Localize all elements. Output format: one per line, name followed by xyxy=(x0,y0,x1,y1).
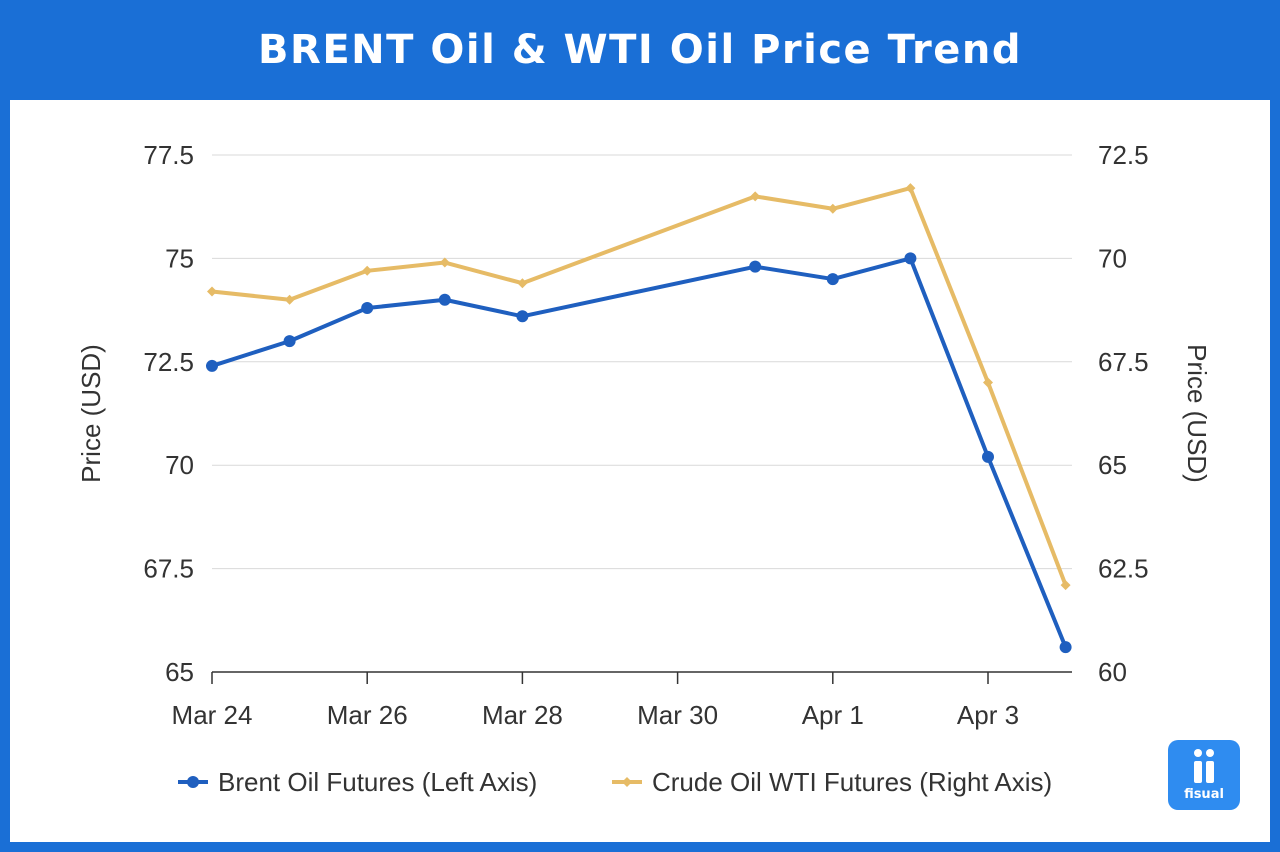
series-line-left xyxy=(211,256,1068,648)
y-axis-title-right: Price (USD) xyxy=(1182,344,1212,483)
header: BRENT Oil & WTI Oil Price Trend xyxy=(0,0,1280,100)
chart-panel: 65 67.5 70 72.5 75 77.5 60 62.5 65 67.5 70 72.5 Mar … xyxy=(10,100,1270,842)
legend-swatch-marker xyxy=(622,777,632,787)
data-point-right xyxy=(284,294,295,305)
data-point-left xyxy=(438,293,451,306)
y-tick-label-left: 70 xyxy=(165,450,194,480)
y-tick-label-right: 72.5 xyxy=(1098,140,1149,170)
data-point-left xyxy=(1059,641,1072,654)
data-point-left xyxy=(904,252,917,265)
x-tick-label: Mar 24 xyxy=(172,700,253,730)
data-point-right xyxy=(750,191,761,202)
fisual-logo-icon xyxy=(1189,748,1219,783)
data-point-left xyxy=(283,335,296,348)
data-point-right xyxy=(439,257,450,268)
y-tick-label-right: 67.5 xyxy=(1098,347,1149,377)
y-tick-label-right: 62.5 xyxy=(1098,554,1149,584)
legend-label: Crude Oil WTI Futures (Right Axis) xyxy=(652,767,1052,797)
x-tick-label: Mar 26 xyxy=(327,700,408,730)
data-point-right xyxy=(827,203,838,214)
page-title: BRENT Oil & WTI Oil Price Trend xyxy=(258,27,1022,73)
y-tick-label-left: 75 xyxy=(165,243,194,273)
data-point-left xyxy=(826,273,839,286)
data-point-right xyxy=(905,183,916,194)
y-tick-label-left: 77.5 xyxy=(143,140,194,170)
legend-label: Brent Oil Futures (Left Axis) xyxy=(218,767,537,797)
data-point-right xyxy=(1060,580,1071,591)
data-point-right xyxy=(207,286,217,297)
series-line-right xyxy=(211,186,1068,586)
data-point-right xyxy=(517,278,528,289)
x-tick-label: Mar 28 xyxy=(482,700,563,730)
x-tick-label: Mar 30 xyxy=(637,700,718,730)
y-tick-label-left: 65 xyxy=(165,657,194,687)
x-tick-label: Apr 1 xyxy=(802,700,864,730)
line-chart: 65 67.5 70 72.5 75 77.5 60 62.5 65 67.5 70 72.5 Mar … xyxy=(76,140,1212,797)
y-axis-title-left: Price (USD) xyxy=(76,344,106,483)
y-tick-label-left: 67.5 xyxy=(143,554,194,584)
data-point-left xyxy=(982,450,994,463)
data-point-left xyxy=(206,359,218,372)
x-tick-label: Apr 3 xyxy=(957,700,1019,730)
y-tick-label-right: 60 xyxy=(1098,657,1127,687)
y-tick-label-right: 70 xyxy=(1098,243,1127,273)
data-point-right xyxy=(983,377,993,388)
fisual-logo-text: fisual xyxy=(1184,786,1224,802)
y-tick-label-right: 65 xyxy=(1098,450,1127,480)
data-point-left xyxy=(361,302,374,315)
legend-swatch-marker xyxy=(187,776,199,788)
data-point-right xyxy=(362,265,373,276)
y-tick-label-left: 72.5 xyxy=(143,347,194,377)
data-point-left xyxy=(749,260,762,273)
fisual-logo: fisual xyxy=(1168,740,1240,810)
data-point-left xyxy=(516,310,529,323)
